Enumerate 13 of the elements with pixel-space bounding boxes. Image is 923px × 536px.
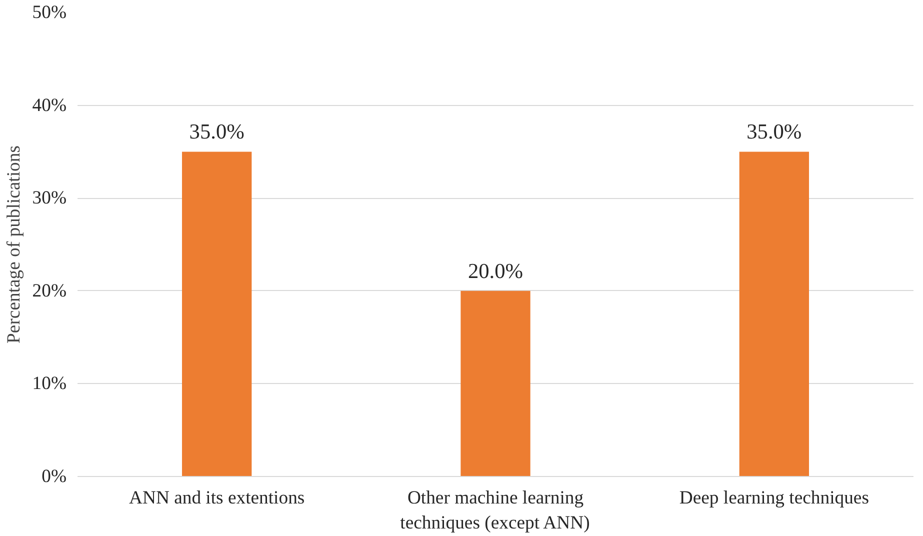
y-tick-label: 0% — [42, 466, 67, 487]
x-tick-label: Deep learning techniques — [679, 488, 869, 508]
data-label: 35.0% — [189, 120, 245, 144]
y-tick-label: 20% — [32, 280, 67, 302]
y-tick-label: 30% — [32, 188, 67, 209]
x-tick-label: ANN and its extentions — [129, 488, 305, 508]
y-tick-label: 10% — [32, 373, 67, 394]
data-label: 20.0% — [468, 258, 524, 283]
y-tick-label: 40% — [32, 94, 67, 116]
x-tick-label: Other machine learning techniques (except ANN) — [400, 488, 590, 534]
y-axis-title: Percentage of publications — [3, 146, 24, 344]
data-label: 35.0% — [746, 120, 802, 144]
y-tick-label: 50% — [32, 2, 67, 23]
